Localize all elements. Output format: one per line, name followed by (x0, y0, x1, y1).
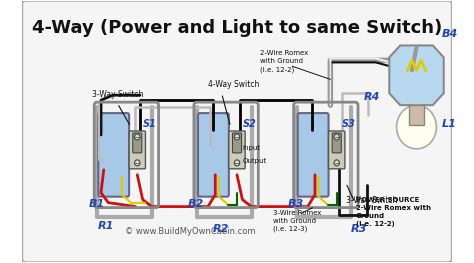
Circle shape (397, 105, 437, 149)
Text: B3: B3 (288, 199, 304, 209)
Text: B4: B4 (442, 29, 458, 39)
Text: 4-Way (Power and Light to same Switch): 4-Way (Power and Light to same Switch) (32, 19, 442, 37)
FancyBboxPatch shape (232, 133, 242, 153)
FancyBboxPatch shape (133, 133, 142, 153)
Text: R3: R3 (351, 224, 368, 234)
Text: Output: Output (242, 158, 267, 164)
Text: Input: Input (242, 145, 261, 151)
FancyBboxPatch shape (22, 1, 452, 262)
Text: B1: B1 (88, 199, 105, 209)
Text: POWER SOURCE
2-Wire Romex with
Ground
(i.e. 12-2): POWER SOURCE 2-Wire Romex with Ground (i… (356, 197, 431, 227)
FancyBboxPatch shape (328, 131, 345, 169)
FancyBboxPatch shape (98, 113, 129, 197)
FancyBboxPatch shape (198, 113, 229, 197)
FancyBboxPatch shape (409, 105, 424, 125)
Text: 2-Wire Romex
with Ground
(i.e. 12-2): 2-Wire Romex with Ground (i.e. 12-2) (260, 50, 308, 73)
FancyBboxPatch shape (129, 131, 146, 169)
Text: 3-Way Switch: 3-Way Switch (346, 196, 397, 205)
Circle shape (334, 134, 339, 140)
Circle shape (334, 160, 339, 166)
FancyBboxPatch shape (298, 113, 328, 197)
Text: R2: R2 (212, 224, 229, 234)
Text: S1: S1 (143, 119, 156, 129)
Circle shape (234, 134, 240, 140)
Circle shape (234, 160, 240, 166)
Text: L1: L1 (442, 119, 457, 129)
Text: B2: B2 (188, 199, 204, 209)
Text: R4: R4 (364, 92, 380, 102)
Text: © www.BuildMyOwnCabin.com: © www.BuildMyOwnCabin.com (125, 227, 255, 236)
Text: S2: S2 (242, 119, 256, 129)
Text: S3: S3 (342, 119, 356, 129)
FancyBboxPatch shape (229, 131, 245, 169)
Circle shape (135, 134, 140, 140)
Text: R1: R1 (97, 221, 114, 231)
FancyBboxPatch shape (332, 133, 341, 153)
Circle shape (135, 160, 140, 166)
Text: 3-Wire Romex
with Ground
(i.e. 12-3): 3-Wire Romex with Ground (i.e. 12-3) (273, 210, 322, 232)
Text: 3-Way Switch: 3-Way Switch (92, 90, 143, 99)
Polygon shape (389, 45, 444, 105)
Text: 4-Way Switch: 4-Way Switch (208, 80, 259, 89)
